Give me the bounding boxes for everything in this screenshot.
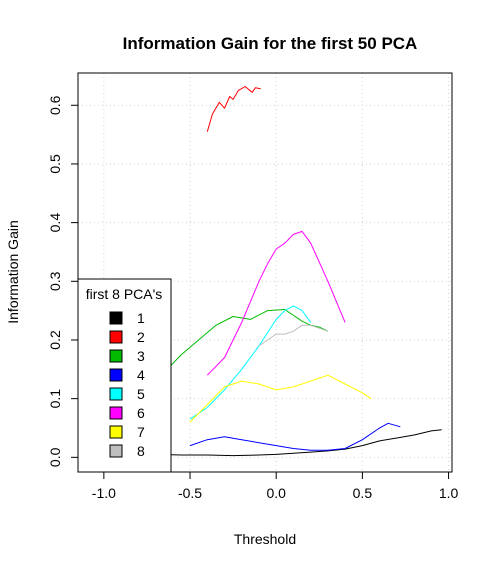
series-line-pca-7 bbox=[189, 374, 372, 423]
y-tick-label: 0.2 bbox=[47, 330, 63, 350]
y-axis-label: Information Gain bbox=[5, 220, 21, 324]
series-line-pca-1 bbox=[129, 429, 442, 457]
x-tick-label: -0.5 bbox=[178, 485, 202, 501]
legend-swatch-pca-6 bbox=[109, 406, 123, 420]
x-tick-label: 0.0 bbox=[266, 485, 286, 501]
y-tick-label: 0.0 bbox=[47, 447, 63, 467]
chart-title: Information Gain for the first 50 PCA bbox=[123, 34, 418, 53]
legend-label-pca-1: 1 bbox=[137, 310, 145, 326]
legend-label-pca-3: 3 bbox=[137, 348, 145, 364]
y-tick-label: 0.1 bbox=[47, 389, 63, 409]
legend-swatch-pca-3 bbox=[109, 349, 123, 363]
legend-label-pca-8: 8 bbox=[137, 443, 145, 459]
legend-title: first 8 PCA's bbox=[86, 286, 163, 302]
y-tick-label: 0.5 bbox=[47, 154, 63, 174]
legend: first 8 PCA's 1 2 3 4 5 6 7 8 bbox=[77, 278, 172, 473]
series-line-pca-6 bbox=[206, 230, 346, 376]
y-tick-label: 0.4 bbox=[47, 213, 63, 233]
x-tick-label: 1.0 bbox=[439, 485, 459, 501]
y-tick-label: 0.6 bbox=[47, 95, 63, 115]
x-tick-label: 0.5 bbox=[353, 485, 373, 501]
legend-swatch-pca-8 bbox=[109, 444, 123, 458]
x-axis: -1.0 -0.5 0.0 0.5 1.0 bbox=[92, 471, 459, 501]
legend-label-pca-4: 4 bbox=[137, 367, 145, 383]
legend-label-pca-7: 7 bbox=[137, 424, 145, 440]
x-tick-label: -1.0 bbox=[92, 485, 116, 501]
x-axis-label: Threshold bbox=[234, 531, 296, 547]
legend-swatch-pca-4 bbox=[109, 368, 123, 382]
legend-swatch-pca-5 bbox=[109, 387, 123, 401]
series-line-pca-8 bbox=[258, 324, 329, 347]
y-axis: 0.0 0.1 0.2 0.3 0.4 0.5 0.6 bbox=[47, 95, 79, 467]
legend-label-pca-6: 6 bbox=[137, 405, 145, 421]
series-line-pca-5 bbox=[189, 305, 312, 420]
legend-label-pca-5: 5 bbox=[137, 386, 145, 402]
legend-label-pca-2: 2 bbox=[137, 329, 145, 345]
legend-swatch-pca-7 bbox=[109, 425, 123, 439]
legend-swatch-pca-1 bbox=[109, 311, 123, 325]
series-line-pca-4 bbox=[189, 422, 401, 451]
series-lines bbox=[129, 86, 442, 457]
legend-box bbox=[77, 278, 172, 473]
series-line-pca-2 bbox=[206, 86, 261, 132]
legend-swatch-pca-2 bbox=[109, 330, 123, 344]
y-tick-label: 0.3 bbox=[47, 271, 63, 291]
